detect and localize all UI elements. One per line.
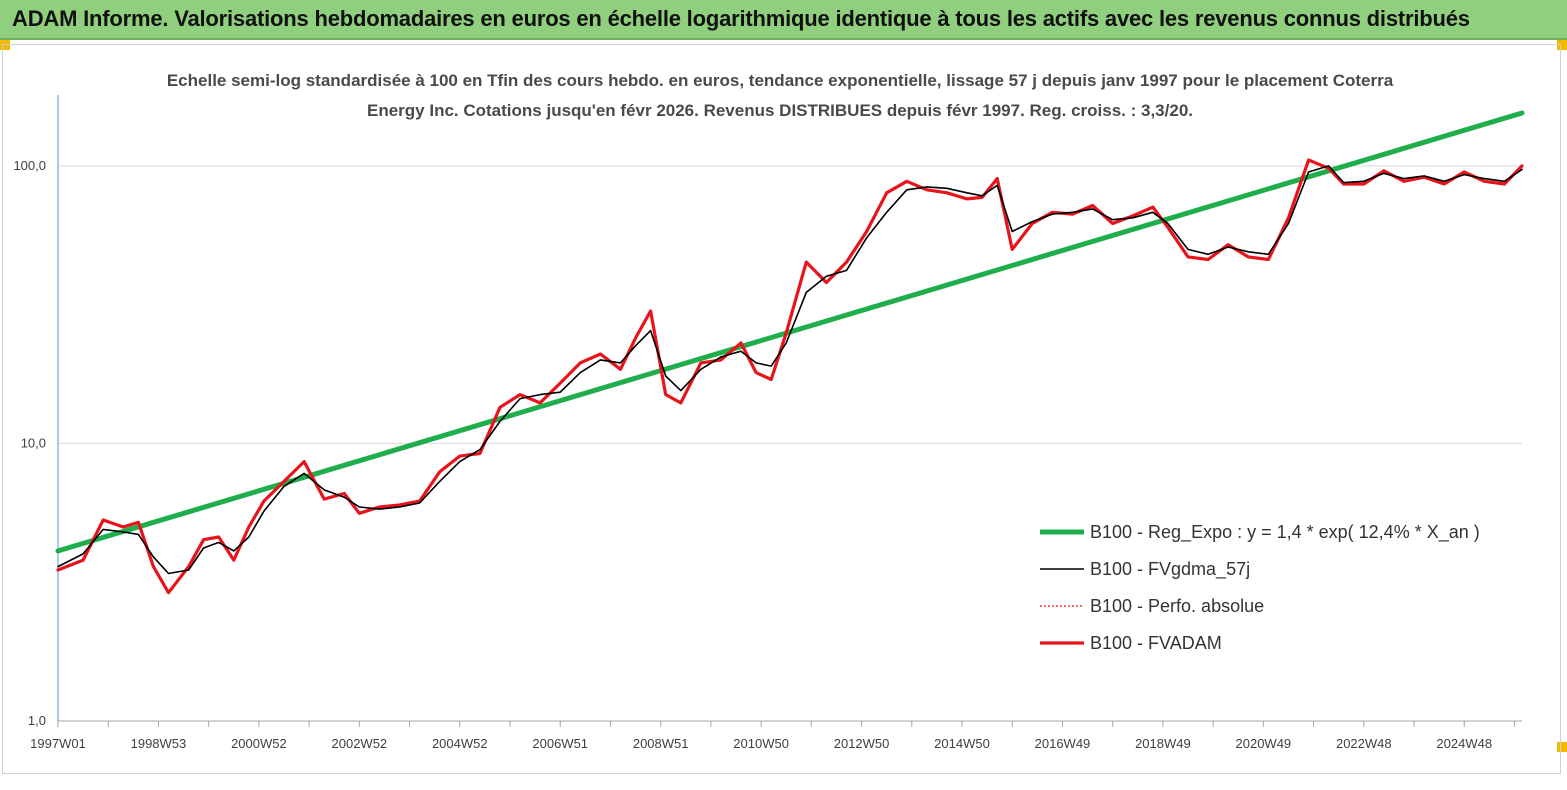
chart-title: Echelle semi-log standardisée à 100 en T…: [166, 71, 1394, 120]
x-tick-label-2: 2000W52: [231, 736, 287, 751]
legend: B100 - Reg_Expo : y = 1,4 * exp( 12,4% *…: [1040, 522, 1480, 653]
grid-lines: [58, 165, 1522, 722]
x-tick-label-10: 2016W49: [1035, 736, 1091, 751]
x-tick-label-7: 2010W50: [733, 736, 789, 751]
corner-marker-top-right: [1557, 40, 1567, 50]
x-tick-label-4: 2004W52: [432, 736, 488, 751]
y-tick-label-2: 100,0: [13, 158, 46, 173]
x-tick-label-14: 2024W48: [1436, 736, 1492, 751]
x-tick-label-1: 1998W53: [131, 736, 187, 751]
x-tick-label-5: 2006W51: [532, 736, 588, 751]
x-tick-label-8: 2012W50: [834, 736, 890, 751]
y-tick-label-1: 10,0: [21, 435, 46, 450]
chart-frame: [2, 44, 1561, 774]
x-tick-label-12: 2020W49: [1236, 736, 1292, 751]
x-tick-label-9: 2014W50: [934, 736, 990, 751]
x-tick-label-3: 2002W52: [332, 736, 388, 751]
corner-marker-top-left: [0, 40, 10, 50]
tick-labels: 1,0 10,0 100,0 1997W01 1998W53 2000W52 2002W52…: [13, 158, 1492, 751]
legend-label-2: B100 - Perfo. absolue: [1090, 596, 1264, 616]
series-line-1: [57, 165, 1523, 575]
x-tick-label-0: 1997W01: [30, 736, 86, 751]
x-tick-label-13: 2022W48: [1336, 736, 1392, 751]
legend-label-1: B100 - FVgdma_57j: [1090, 559, 1250, 580]
header-banner: ADAM Informe. Valorisations hebdomadaire…: [0, 0, 1567, 40]
axes: [57, 95, 1522, 727]
banner-title: ADAM Informe. Valorisations hebdomadaire…: [12, 6, 1470, 31]
x-tick-label-11: 2018W49: [1135, 736, 1191, 751]
x-tick-label-6: 2008W51: [633, 736, 689, 751]
legend-label-3: B100 - FVADAM: [1090, 633, 1222, 653]
series-lines: [55, 110, 1525, 595]
y-tick-label-0: 1,0: [28, 713, 46, 728]
corner-marker-bottom-right: [1557, 742, 1567, 752]
legend-label-0: B100 - Reg_Expo : y = 1,4 * exp( 12,4% *…: [1090, 522, 1480, 543]
series-line-3: [56, 158, 1524, 595]
